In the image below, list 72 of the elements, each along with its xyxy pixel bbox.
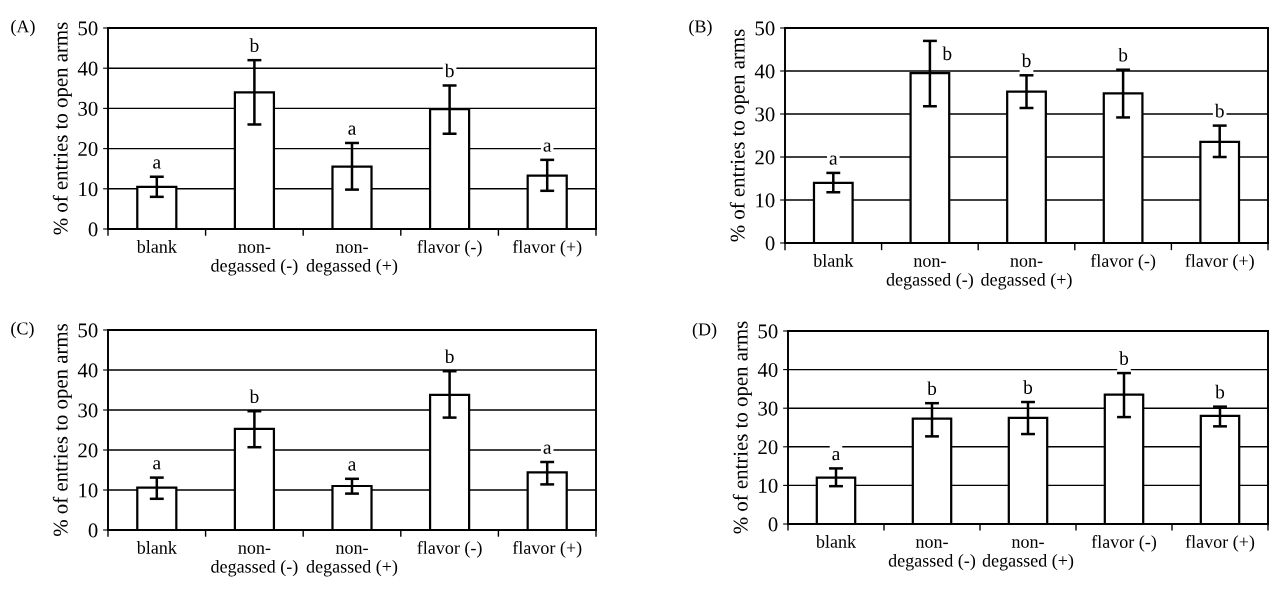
annotation: a bbox=[348, 125, 357, 135]
x-tick-label: non- degassed (+) bbox=[306, 545, 398, 577]
x-tick-label: non- degassed (-) bbox=[888, 539, 976, 571]
annotation: b bbox=[444, 349, 454, 364]
x-tick-label: non- degassed (+) bbox=[982, 539, 1074, 571]
annotation: b bbox=[942, 46, 952, 61]
y-tick-label: 20 bbox=[758, 440, 778, 455]
annotation: a bbox=[153, 460, 161, 470]
y-tick-label: 10 bbox=[759, 478, 778, 493]
annotation: b bbox=[1118, 47, 1128, 62]
y-tick-label: 30 bbox=[755, 107, 775, 122]
annotation: a bbox=[829, 155, 838, 165]
chart-title: (C) bbox=[11, 321, 34, 339]
x-tick-label: blank bbox=[815, 535, 857, 548]
x-tick-label: blank bbox=[136, 240, 177, 253]
x-tick-label: non- degassed (-) bbox=[886, 258, 973, 290]
y-tick-label: 20 bbox=[78, 443, 98, 458]
y-tick-label: 40 bbox=[754, 64, 775, 79]
y-tick-label: 40 bbox=[77, 61, 98, 76]
annotation: a bbox=[832, 450, 841, 461]
annotation: a bbox=[153, 159, 161, 169]
y-tick-label: 50 bbox=[78, 323, 98, 338]
annotation: b bbox=[1023, 380, 1033, 394]
x-tick-label: non- degassed (+) bbox=[306, 244, 398, 276]
y-tick-label: 0 bbox=[768, 517, 778, 532]
y-tick-label: 40 bbox=[757, 362, 778, 378]
x-tick-label: flavor (-) bbox=[1091, 535, 1157, 552]
annotation: b bbox=[249, 38, 259, 53]
y-tick-label: 30 bbox=[78, 101, 98, 116]
annotation: a bbox=[543, 142, 552, 152]
y-tick-label: 0 bbox=[88, 523, 98, 538]
x-tick-label: flavor (-) bbox=[417, 240, 482, 257]
y-tick-label: 30 bbox=[78, 403, 98, 418]
y-tick-label: 10 bbox=[79, 483, 98, 498]
y-axis-title: % of entries to open arms bbox=[52, 22, 72, 235]
annotation: b bbox=[1021, 53, 1031, 68]
annotation: b bbox=[1119, 351, 1129, 365]
y-tick-label: 10 bbox=[79, 182, 98, 197]
x-tick-label: flavor (+) bbox=[1185, 254, 1254, 271]
chart-title: (B) bbox=[689, 19, 712, 37]
x-tick-label: blank bbox=[813, 254, 854, 267]
annotation: b bbox=[1215, 384, 1225, 399]
x-tick-label: non- degassed (-) bbox=[211, 545, 298, 577]
x-tick-label: flavor (-) bbox=[1090, 254, 1156, 271]
annotation: a bbox=[348, 461, 357, 471]
annotation: b bbox=[1214, 103, 1224, 118]
chart-title: (D) bbox=[692, 322, 717, 340]
y-tick-label: 30 bbox=[758, 401, 778, 416]
x-tick-label: non- degassed (-) bbox=[211, 244, 298, 276]
y-tick-label: 50 bbox=[78, 21, 98, 36]
y-tick-label: 0 bbox=[765, 236, 775, 251]
x-tick-label: flavor (+) bbox=[512, 541, 582, 558]
x-tick-label: non- degassed (+) bbox=[981, 258, 1072, 290]
y-tick-label: 0 bbox=[88, 222, 98, 237]
annotation: b bbox=[927, 381, 937, 396]
y-axis-title: % of entries to open arms bbox=[52, 324, 72, 537]
y-tick-label: 20 bbox=[78, 141, 98, 157]
x-tick-label: flavor (+) bbox=[1185, 535, 1255, 552]
annotation: a bbox=[543, 444, 552, 454]
annotation: b bbox=[444, 63, 454, 78]
annotation: b bbox=[249, 389, 259, 404]
y-axis-title: % of entries to open arms bbox=[732, 321, 752, 534]
y-tick-label: 50 bbox=[755, 21, 775, 36]
y-axis-title: % of entries to open arms bbox=[729, 29, 749, 242]
y-tick-label: 50 bbox=[758, 324, 778, 339]
y-tick-label: 40 bbox=[77, 363, 98, 378]
x-tick-label: blank bbox=[136, 541, 177, 554]
y-tick-label: 20 bbox=[755, 150, 775, 165]
x-tick-label: flavor (+) bbox=[512, 240, 582, 257]
x-tick-label: flavor (-) bbox=[417, 541, 482, 558]
chart-title: (A) bbox=[11, 19, 35, 37]
y-tick-label: 10 bbox=[756, 193, 775, 208]
